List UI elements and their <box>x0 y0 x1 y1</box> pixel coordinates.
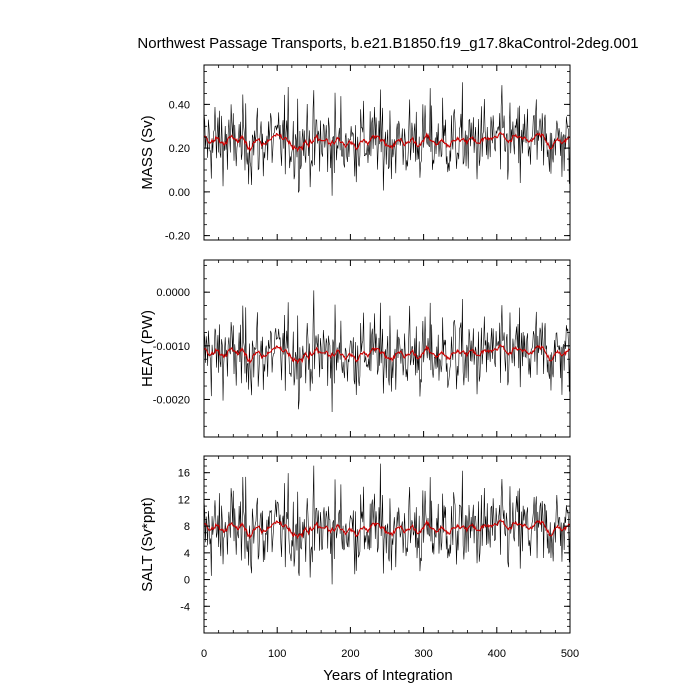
y-tick-label-1-1: -0.0010 <box>153 341 190 353</box>
y-tick-label-2-1: 0 <box>184 575 190 587</box>
x-tick-label-2: 200 <box>341 648 359 660</box>
x-tick-label-0: 0 <box>201 648 207 660</box>
y-axis-label-0: MASS (Sv) <box>139 115 156 189</box>
series-raw-2 <box>204 463 570 585</box>
y-tick-label-0-0: -0.20 <box>165 231 190 243</box>
panel-frame-1 <box>203 259 571 438</box>
y-tick-label-2-5: 16 <box>178 468 190 480</box>
y-tick-label-2-0: -4 <box>180 601 190 613</box>
series-smoothed-0 <box>204 131 570 153</box>
chart-title: Northwest Passage Transports, b.e21.B185… <box>137 35 638 52</box>
y-tick-label-1-2: 0.0000 <box>156 287 190 299</box>
y-axis-label-1: HEAT (PW) <box>139 310 156 387</box>
x-tick-label-4: 400 <box>488 648 506 660</box>
y-axis-label-2: SALT (Sv*ppt) <box>139 497 156 591</box>
x-tick-label-3: 300 <box>414 648 432 660</box>
series-smoothed-2 <box>204 519 570 540</box>
panel-0: -0.20 0.00 0.20 0.40 MASS (Sv) <box>139 64 571 243</box>
y-tick-label-2-3: 8 <box>184 521 190 533</box>
panel-frame-2 <box>203 455 571 634</box>
panels: -0.20 0.00 0.20 0.40 MASS (Sv) -0.0020 -0.0010… <box>139 64 579 660</box>
series-smoothed-1 <box>204 344 570 365</box>
x-tick-label-1: 100 <box>268 648 286 660</box>
series-raw-1 <box>204 290 570 413</box>
y-tick-label-2-4: 12 <box>178 494 190 506</box>
y-tick-label-0-3: 0.40 <box>169 99 190 111</box>
y-tick-label-0-1: 0.00 <box>169 187 190 199</box>
y-tick-label-2-2: 4 <box>184 548 190 560</box>
x-tick-label-5: 500 <box>561 648 579 660</box>
panel-frame-0 <box>203 64 571 241</box>
panel-2: -4 0 4 8 12 16 SALT (Sv*ppt) <box>139 455 571 634</box>
y-tick-label-1-0: -0.0020 <box>153 394 190 406</box>
y-tick-label-0-2: 0.20 <box>169 143 190 155</box>
x-axis-label: Years of Integration <box>323 667 453 684</box>
